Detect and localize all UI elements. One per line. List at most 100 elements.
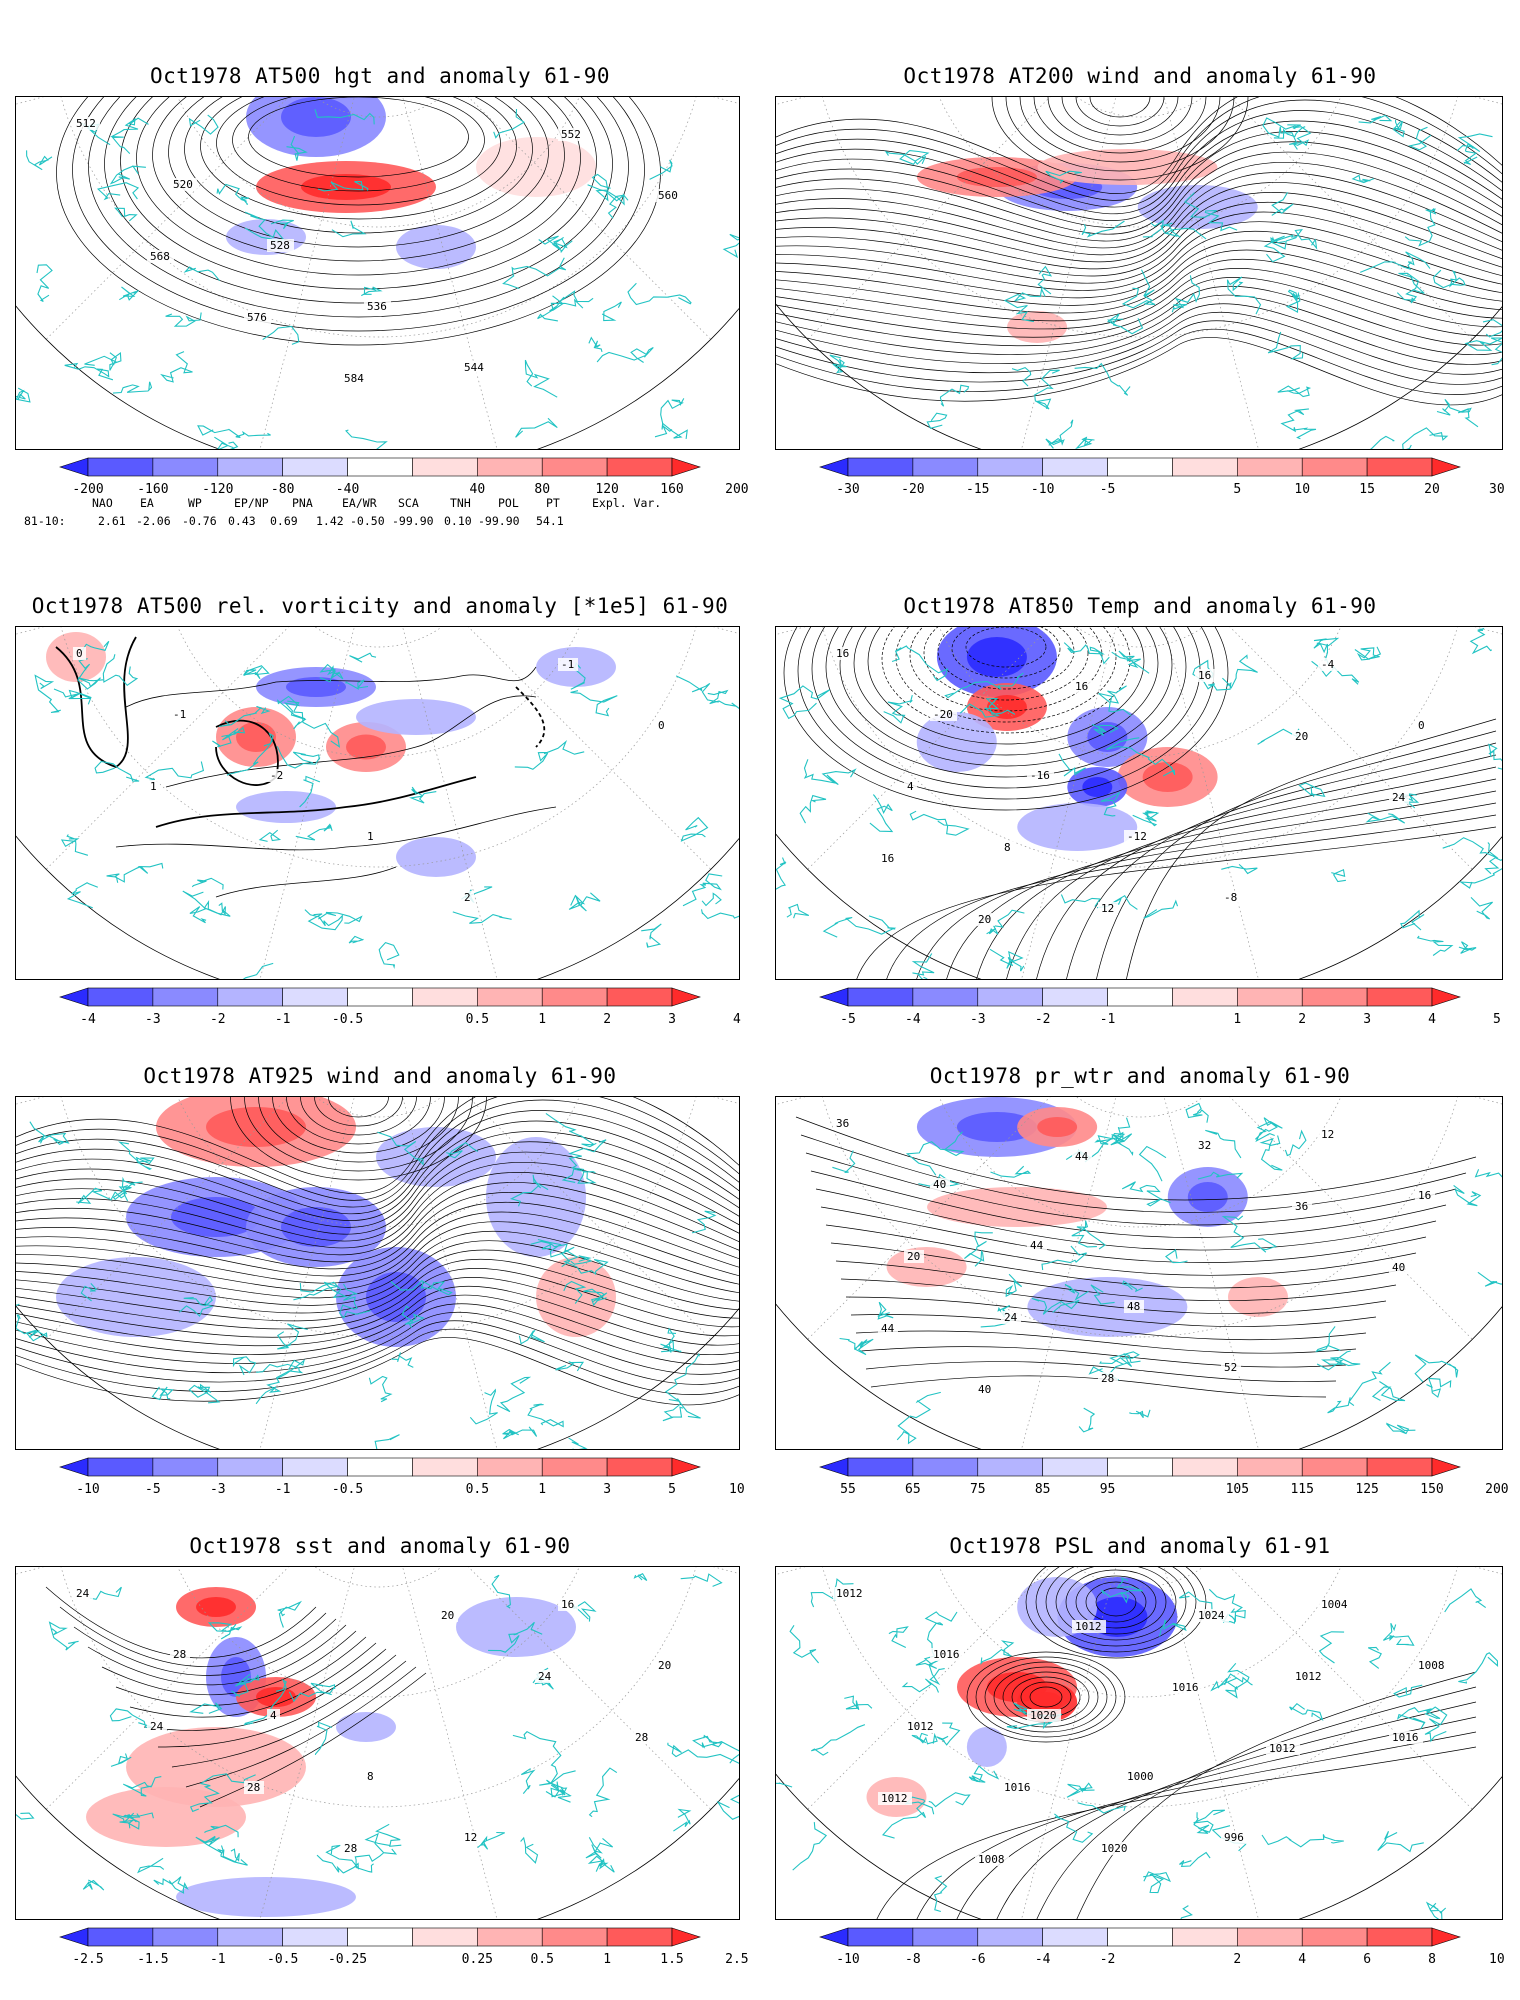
contour-line (1065, 1569, 1167, 1635)
coastline-segment (226, 732, 274, 776)
contour-label: 20 (655, 1659, 675, 1672)
streamline (776, 151, 1502, 242)
colorbar-box (1107, 457, 1173, 477)
coastline-segment (944, 672, 1024, 699)
coastline-segment (34, 674, 62, 714)
streamline (776, 221, 1502, 291)
coastline-segment (680, 816, 709, 842)
contour-label: 568 (147, 250, 174, 263)
colorbar-box (912, 457, 979, 477)
contour-lines (776, 97, 1502, 406)
contour-label: 1016 (1169, 1681, 1203, 1694)
map-sst[interactable]: 24 28 4 8 12 16 20 24 28 28 20 24 28 (15, 1566, 740, 1920)
coastline-segment (660, 398, 688, 439)
coastline-segment (182, 890, 207, 924)
map-psl[interactable]: 1012 1016 1020 1000 996 1004 1008 1012 1016 1020 1… (775, 1566, 1503, 1920)
contour-label: 44 (878, 1322, 898, 1335)
contour-line (840, 1278, 1387, 1314)
contour-label: 28 (244, 1781, 264, 1794)
colorbar-tick-label: -1 (274, 1012, 291, 1027)
map-200wind[interactable] (775, 96, 1503, 450)
coastline-segment (1208, 1588, 1243, 1623)
contour-label: 1016 (1389, 1731, 1423, 1744)
map-prwtr[interactable]: 36 40 44 48 52 12 16 20 24 28 32 36 40 44 40 44 (775, 1096, 1503, 1450)
meridian-line (1021, 627, 1117, 979)
coastline-segment (84, 351, 122, 371)
svg-text:36: 36 (1295, 1200, 1308, 1213)
anomaly-shading (56, 1257, 216, 1337)
coastline-segment (151, 1386, 174, 1401)
coastline-segment (1106, 737, 1176, 777)
colorbar-tick-label: 125 (1355, 1482, 1379, 1497)
coastline-segment (82, 1879, 105, 1891)
meridian-line (402, 627, 498, 979)
latitude-line (314, 627, 443, 648)
colorbar-tick-label: 75 (969, 1482, 986, 1497)
svg-text:20: 20 (978, 913, 991, 926)
contour-label: 40 (1389, 1261, 1409, 1274)
coastline-segment (207, 1622, 243, 1640)
coastline-segment (112, 381, 153, 394)
colorbar-tick-label: 80 (534, 482, 551, 497)
contour-label: 584 (341, 372, 368, 385)
anomaly-shading (396, 225, 476, 269)
colorbar-arrow-low (819, 1457, 849, 1477)
map-500vort[interactable]: 0 -1 -2 1 2 -1 0 1 (15, 626, 740, 980)
coastline-segment (374, 1434, 400, 1449)
coastline-segment (968, 1765, 1000, 1783)
streamline (328, 1097, 389, 1118)
svg-text:16: 16 (1418, 1189, 1431, 1202)
panel-title: Oct1978 AT500 hgt and anomaly 61-90 (149, 64, 610, 88)
coastline-segment (811, 1724, 866, 1756)
map-graphic: 0 -1 -2 1 2 -1 0 1 (16, 627, 739, 979)
svg-text:32: 32 (1198, 1139, 1211, 1152)
panel-850temp: Oct1978 AT850 Temp and anomaly 61-90 16 -… (760, 560, 1520, 1030)
colorbar-box (977, 1457, 1043, 1477)
index-header-cell: NAO (92, 496, 113, 510)
panel-title: Oct1978 sst and anomaly 61-90 (189, 1534, 571, 1558)
svg-text:-4: -4 (1321, 658, 1335, 671)
colorbar-box (412, 987, 478, 1007)
map-925wind[interactable] (15, 1096, 740, 1450)
coastline-segment (1179, 1851, 1211, 1867)
coastline-segment (1416, 935, 1454, 956)
coastline-segment (1129, 1409, 1151, 1419)
svg-text:16: 16 (561, 1598, 574, 1611)
coastline-segment (539, 1770, 576, 1798)
streamline (776, 240, 1502, 306)
contour-line (845, 1296, 1377, 1327)
coastline-segment (316, 1844, 359, 1874)
coastline-segment (16, 1314, 48, 1342)
coastline-segment (377, 1131, 424, 1166)
contour-lines (783, 627, 1497, 979)
coastline-segment (660, 1340, 682, 1353)
contour-line (129, 1642, 377, 1718)
streamline (272, 1097, 445, 1154)
coastline-segment (390, 1280, 453, 1296)
contour-lines (45, 1586, 427, 1808)
colorbar-box (477, 1457, 543, 1477)
contour-line (56, 97, 661, 346)
colorbar-tick-label: 95 (1099, 1482, 1116, 1497)
coastline-segment (469, 1388, 498, 1425)
colorbar-box (977, 987, 1043, 1007)
coastline-segment (502, 1426, 538, 1440)
coastline-segment (799, 794, 827, 824)
map-850temp[interactable]: 16 -20 -16 -12 -8 -4 0 4 8 12 16 20 24 16 20 16 (775, 626, 1503, 980)
index-header-cell: POL (498, 496, 519, 510)
anomaly-shading-core (956, 1112, 1037, 1142)
coastlines (16, 108, 739, 449)
contour-line (115, 806, 557, 851)
coastline-segment (348, 935, 364, 944)
coastline-segment (550, 1784, 572, 1803)
index-header-cell: SCA (398, 496, 419, 510)
coastline-segment (1463, 142, 1478, 165)
colorbar-tick-label: 5 (1233, 482, 1242, 497)
contour-line (199, 1672, 427, 1808)
contour-label: 48 (1124, 1300, 1144, 1313)
contour-line (143, 1648, 387, 1731)
coastline-segment (1063, 642, 1110, 665)
contour-lines (876, 1567, 1477, 1919)
colorbar-box (1107, 1457, 1173, 1477)
map-500hgt[interactable]: 512 520 528 536 544 552 560 568 576 584 (15, 96, 740, 450)
